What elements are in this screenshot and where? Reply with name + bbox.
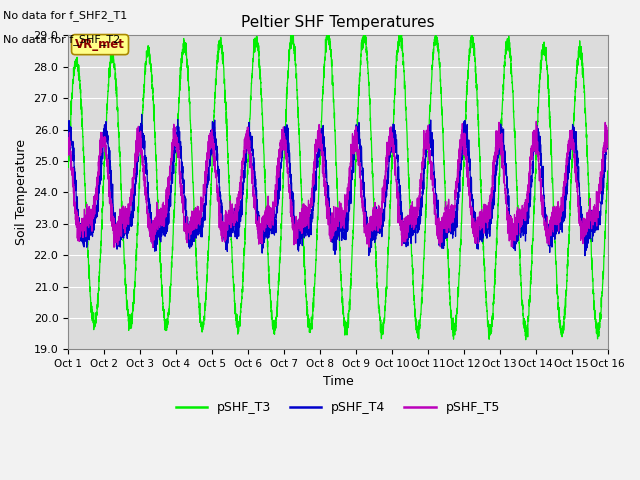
Text: VR_met: VR_met: [75, 38, 125, 51]
X-axis label: Time: Time: [323, 374, 353, 387]
Title: Peltier SHF Temperatures: Peltier SHF Temperatures: [241, 15, 435, 30]
Legend: pSHF_T3, pSHF_T4, pSHF_T5: pSHF_T3, pSHF_T4, pSHF_T5: [171, 396, 505, 420]
Text: No data for f_SHF_T2: No data for f_SHF_T2: [3, 34, 120, 45]
Y-axis label: Soil Temperature: Soil Temperature: [15, 139, 28, 245]
Text: No data for f_SHF2_T1: No data for f_SHF2_T1: [3, 10, 127, 21]
